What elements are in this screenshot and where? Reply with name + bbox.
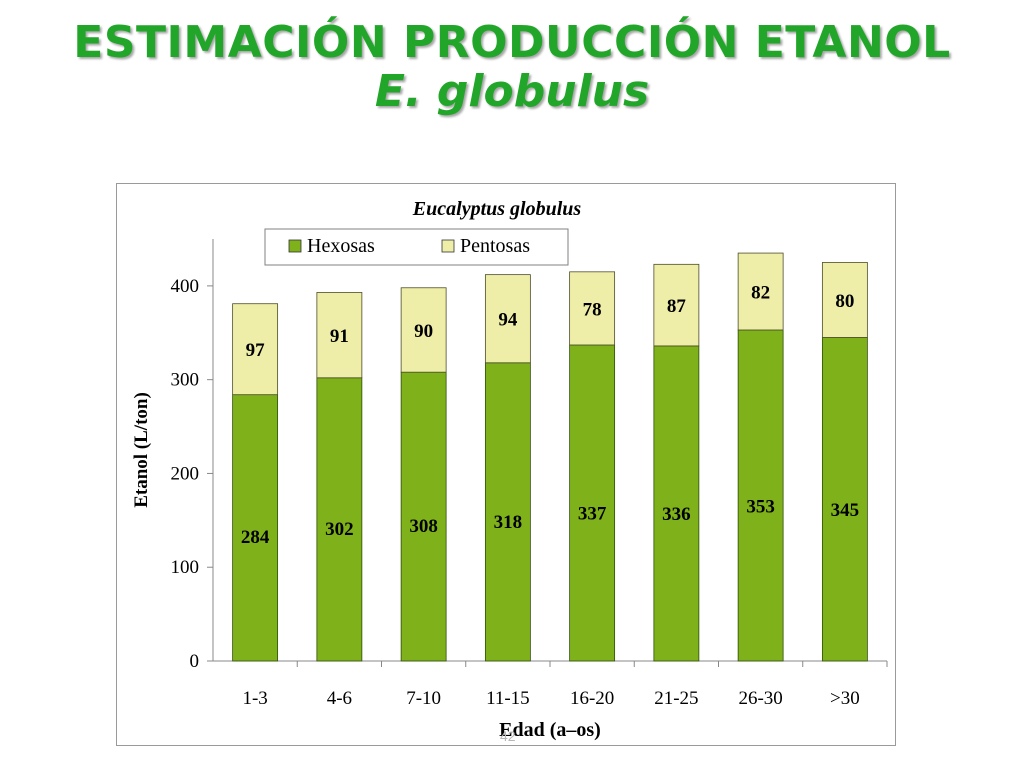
bar-hexosas-7-10 [400,371,447,662]
x-axis-title: Edad (a–os) [499,719,601,741]
bar-hexosas-4-6 [316,377,363,662]
bar-hexosas-16-20 [569,344,616,662]
legend-swatch-pentosas [441,239,455,253]
data-label-hexosas: 284 [241,527,270,548]
bar-pentosas-26-30 [737,252,784,331]
x-tick-label: 11-15 [486,688,530,709]
x-tick-label: 26-30 [738,688,782,709]
data-label-hexosas: 302 [325,519,354,540]
chart-title: Eucalyptus globulus [412,198,582,220]
y-tick-label: 100 [171,557,200,578]
y-tick-label: 0 [190,651,200,672]
data-label-pentosas: 97 [246,340,266,361]
page-number: 42 [500,728,516,744]
y-tick-label: 300 [171,370,200,391]
data-label-pentosas: 87 [667,296,687,317]
data-label-hexosas: 336 [662,504,691,525]
y-tick-label: 200 [171,463,200,484]
x-tick-label: 21-25 [654,688,698,709]
data-label-hexosas: 345 [831,500,860,521]
data-label-pentosas: 82 [751,283,770,304]
bar-hexosas-21-25 [653,345,700,662]
data-label-hexosas: 308 [409,516,438,537]
x-tick-label: >30 [830,688,860,709]
bar-hexosas->30 [821,337,868,662]
legend-label-pentosas: Pentosas [460,235,530,257]
bar-pentosas-21-25 [653,263,700,347]
bar-hexosas-11-15 [484,362,531,662]
y-axis-title: Etanol (L/ton) [131,392,152,508]
bar-pentosas-7-10 [400,287,447,373]
y-tick-label: 400 [171,276,200,297]
data-label-pentosas: 80 [835,291,854,312]
slide-title-line2: E. globulus [374,66,650,118]
data-label-hexosas: 353 [746,496,775,517]
bar-pentosas-11-15 [484,274,531,364]
legend-box [264,228,569,266]
x-tick-label: 7-10 [406,688,441,709]
stacked-bar-chart: Eucalyptus globulus Hexosas Pentosas 0 100 20… [131,198,888,741]
data-label-pentosas: 78 [583,299,602,320]
legend-swatch-hexosas [288,239,302,253]
bar-hexosas-1-3 [232,394,279,662]
chart-frame: Eucalyptus globulus Hexosas Pentosas 0 100 20… [116,183,896,746]
bar-hexosas-26-30 [737,329,784,662]
x-tick-label: 1-3 [242,688,267,709]
x-tick-label: 4-6 [327,688,352,709]
data-label-pentosas: 94 [498,310,518,331]
legend-label-hexosas: Hexosas [307,235,375,257]
bar-pentosas-4-6 [316,292,363,379]
slide-title: ESTIMACIÓN PRODUCCIÓN ETANOL E. globulus [0,18,1024,117]
x-tick-label: 16-20 [570,688,614,709]
data-label-hexosas: 337 [578,503,607,524]
data-label-pentosas: 90 [414,321,433,342]
bar-pentosas-16-20 [569,271,616,346]
data-label-pentosas: 91 [330,326,349,347]
slide-title-line1: ESTIMACIÓN PRODUCCIÓN ETANOL [73,17,951,68]
bar-pentosas->30 [821,262,868,338]
data-label-hexosas: 318 [494,512,523,533]
bar-pentosas-1-3 [232,303,279,396]
